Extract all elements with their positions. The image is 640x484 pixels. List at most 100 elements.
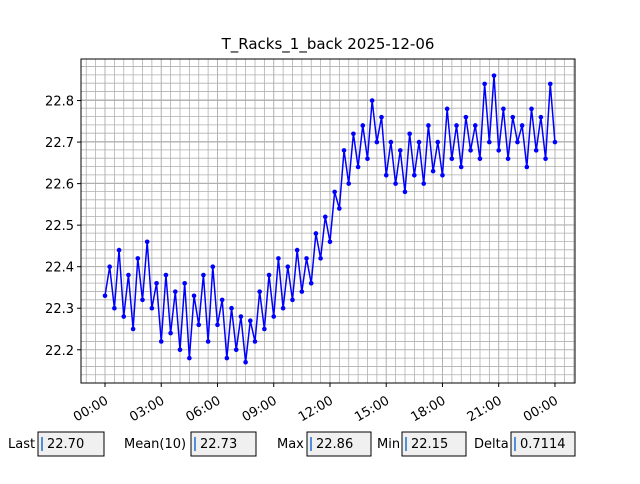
field-value: 22.86 (316, 437, 353, 452)
data-point (140, 297, 145, 303)
data-point (440, 173, 445, 178)
data-point (102, 293, 108, 299)
data-point (332, 189, 337, 195)
data-point (187, 355, 192, 361)
data-point (412, 173, 417, 178)
data-point (510, 114, 516, 120)
data-point (247, 318, 253, 323)
data-point (210, 264, 216, 269)
data-point (552, 139, 558, 145)
data-point (416, 139, 422, 145)
data-point (196, 322, 202, 328)
text-field[interactable] (306, 431, 372, 457)
x-tick-label: 09:00 (240, 393, 280, 425)
chart-title: T_Racks_1_back 2025-12-06 (221, 35, 435, 54)
data-point (229, 305, 234, 311)
data-point (144, 239, 150, 245)
data-point (158, 339, 164, 344)
data-point (318, 256, 323, 261)
data-point (219, 297, 225, 303)
data-point (252, 339, 258, 344)
y-tick-label: 22.7 (45, 136, 74, 151)
y-tick-label: 22.4 (45, 261, 74, 276)
data-point (280, 305, 286, 311)
data-point (327, 239, 333, 245)
data-point (271, 314, 277, 319)
data-point (215, 322, 220, 328)
data-point (496, 148, 501, 153)
data-point (168, 330, 173, 336)
x-tick-label: 18:00 (409, 393, 449, 425)
data-point (369, 98, 375, 103)
data-point (435, 139, 441, 145)
data-point (458, 164, 464, 170)
data-point (322, 214, 328, 220)
data-point (379, 114, 384, 120)
data-point (107, 264, 112, 269)
data-point (290, 297, 295, 303)
data-point (304, 256, 309, 261)
text-field[interactable] (401, 431, 467, 457)
data-point (262, 326, 267, 332)
x-tick-label: 00:00 (71, 393, 111, 425)
data-point (463, 114, 469, 120)
data-point (430, 168, 436, 174)
data-point (472, 123, 478, 128)
data-point (346, 181, 352, 186)
text-field[interactable] (190, 431, 257, 457)
plot-frame (80, 58, 576, 384)
data-point (224, 355, 230, 361)
data-point (177, 347, 183, 353)
x-tick-label: 06:00 (184, 393, 224, 425)
field-value: 0.7114 (520, 437, 566, 452)
data-point (182, 281, 187, 286)
data-point (477, 156, 483, 161)
data-point (126, 272, 131, 278)
field-label: Delta (474, 437, 509, 452)
data-point (116, 247, 122, 253)
data-point (505, 156, 511, 161)
text-field[interactable] (510, 431, 576, 457)
data-point (529, 106, 534, 112)
x-tick-label: 21:00 (465, 393, 505, 425)
field-label: Mean(10) (124, 437, 186, 452)
data-point (393, 181, 398, 186)
data-point (308, 281, 314, 286)
data-point (285, 264, 291, 269)
data-point (397, 148, 403, 153)
data-point (233, 347, 239, 353)
data-point (163, 272, 169, 278)
data-point (341, 148, 347, 153)
data-point (205, 339, 211, 344)
data-point (294, 247, 300, 253)
field-value: 22.70 (47, 437, 84, 452)
data-point (515, 139, 520, 145)
data-point (449, 156, 455, 161)
data-point (238, 314, 244, 319)
field-label: Last (8, 437, 35, 452)
x-tick-label: 00:00 (521, 393, 561, 425)
data-point (130, 326, 136, 332)
y-tick-label: 22.8 (45, 95, 74, 110)
data-point (407, 131, 412, 137)
text-field[interactable] (37, 431, 105, 457)
data-point (299, 289, 305, 294)
data-point (243, 359, 248, 365)
data-point (201, 272, 206, 278)
data-point (154, 281, 159, 286)
data-point (365, 156, 370, 161)
data-point (149, 305, 155, 311)
data-point (426, 123, 431, 128)
data-point (360, 123, 366, 128)
data-point (468, 148, 473, 153)
data-point (351, 131, 356, 137)
data-point (524, 164, 530, 170)
data-point (547, 81, 553, 87)
data-point (135, 256, 141, 261)
y-tick-label: 22.2 (45, 344, 74, 359)
field-label: Min (377, 437, 400, 452)
data-point (257, 289, 262, 294)
data-point (482, 81, 487, 87)
